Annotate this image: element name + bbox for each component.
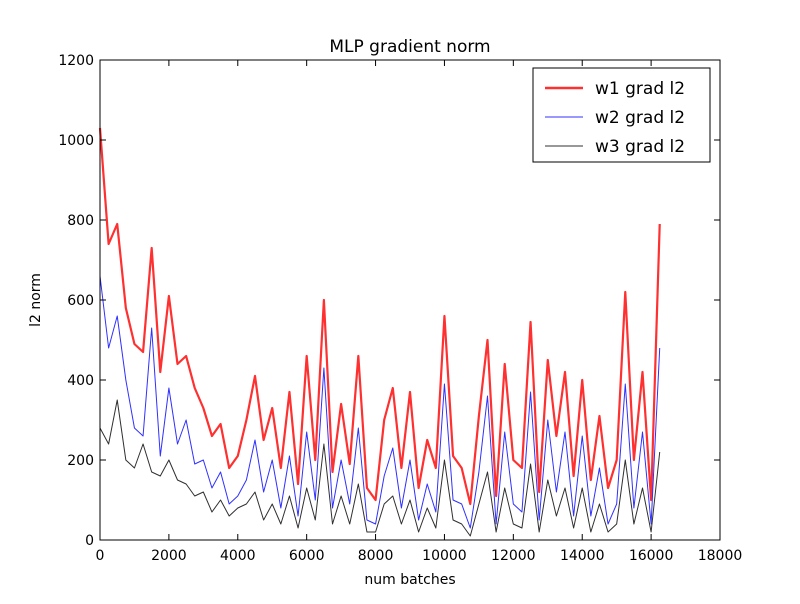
x-tick-label: 0: [96, 548, 105, 564]
legend-label: w1 grad l2: [595, 79, 685, 99]
y-tick-label: 800: [67, 213, 94, 229]
x-tick-label: 8000: [358, 548, 394, 564]
x-tick-label: 4000: [220, 548, 256, 564]
y-tick-label: 1200: [58, 53, 94, 69]
x-tick-label: 14000: [560, 548, 605, 564]
series-line: [99, 275, 661, 529]
x-tick-label: 12000: [491, 548, 536, 564]
legend-label: w2 grad l2: [595, 108, 685, 128]
series-line: [99, 399, 661, 537]
x-tick-label: 6000: [289, 548, 325, 564]
y-tick-label: 0: [85, 533, 94, 549]
y-tick-label: 400: [67, 373, 94, 389]
y-tick-label: 200: [67, 453, 94, 469]
x-axis-label: num batches: [364, 572, 455, 588]
x-tick-label: 2000: [151, 548, 187, 564]
x-tick-label: 18000: [698, 548, 743, 564]
y-axis-label: l2 norm: [28, 273, 44, 327]
legend-label: w3 grad l2: [595, 137, 685, 157]
x-tick-label: 10000: [422, 548, 467, 564]
x-tick-label: 16000: [629, 548, 674, 564]
y-tick-label: 1000: [58, 133, 94, 149]
y-tick-label: 600: [67, 293, 94, 309]
series-line: [98, 127, 661, 506]
chart-title: MLP gradient norm: [329, 37, 490, 57]
